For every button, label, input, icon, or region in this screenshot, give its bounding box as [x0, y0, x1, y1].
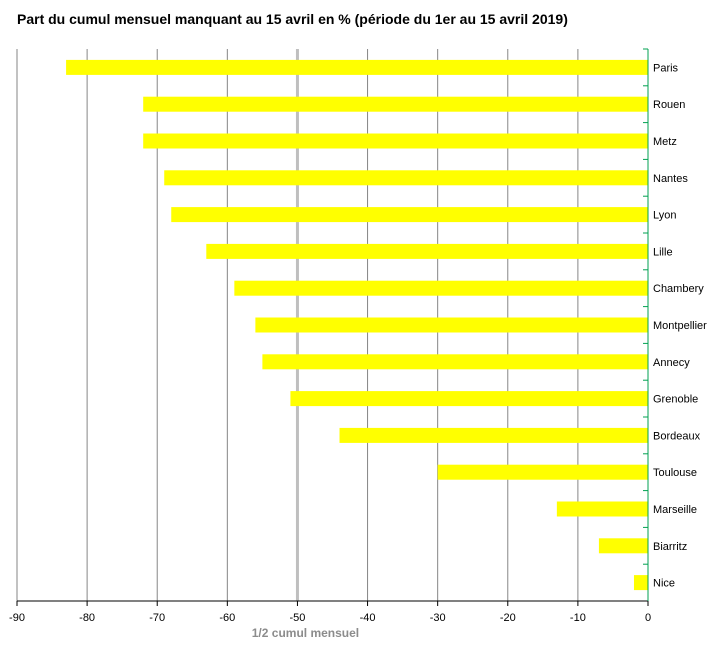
category-label-biarritz: Biarritz — [653, 541, 687, 553]
category-label-paris: Paris — [653, 62, 679, 74]
x-tick-label-3: -60 — [219, 612, 235, 624]
category-label-nice: Nice — [653, 578, 675, 590]
bar-nice — [633, 575, 648, 591]
bar-rouen — [143, 96, 648, 112]
bar-nantes — [164, 170, 648, 186]
x-tick-label-9: 0 — [645, 612, 651, 624]
category-label-toulouse: Toulouse — [653, 467, 697, 479]
x-tick-label-1: -80 — [79, 612, 95, 624]
x-tick-label-5: -40 — [360, 612, 376, 624]
bar-montpellier — [255, 317, 648, 333]
axes — [16, 48, 649, 606]
bar-chambery — [234, 280, 648, 296]
x-tick-label-7: -20 — [500, 612, 516, 624]
x-tick-label-8: -10 — [570, 612, 586, 624]
category-label-bordeaux: Bordeaux — [653, 430, 701, 442]
bar-grenoble — [290, 391, 648, 407]
chart-title: Part du cumul mensuel manquant au 15 avr… — [17, 11, 568, 27]
bar-marseille — [556, 501, 648, 517]
category-label-nantes: Nantes — [653, 173, 688, 185]
bar-lyon — [171, 207, 648, 223]
bar-annecy — [262, 354, 648, 370]
labels: -90 -80 -70 -60 -50 -40 -30 -20 -10 0 1/2 cumul me… — [9, 62, 707, 640]
reference-line-label: 1/2 cumul mensuel — [252, 626, 359, 640]
category-label-montpellier: Montpellier — [653, 320, 707, 332]
bar-paris — [66, 59, 649, 75]
bars — [66, 59, 649, 591]
bar-toulouse — [437, 464, 648, 480]
category-label-rouen: Rouen — [653, 99, 685, 111]
x-tick-label-4: -50 — [289, 612, 305, 624]
category-label-metz: Metz — [653, 136, 677, 148]
bar-lille — [206, 243, 649, 259]
category-label-annecy: Annecy — [653, 357, 690, 369]
category-label-grenoble: Grenoble — [653, 394, 698, 406]
category-label-chambery: Chambery — [653, 283, 704, 295]
x-tick-label-0: -90 — [9, 612, 25, 624]
x-tick-label-2: -70 — [149, 612, 165, 624]
bar-biarritz — [598, 538, 648, 554]
bar-bordeaux — [339, 427, 648, 443]
category-label-lille: Lille — [653, 246, 673, 258]
category-label-lyon: Lyon — [653, 210, 676, 222]
x-tick-label-6: -30 — [430, 612, 446, 624]
bar-metz — [143, 133, 648, 149]
category-label-marseille: Marseille — [653, 504, 697, 516]
